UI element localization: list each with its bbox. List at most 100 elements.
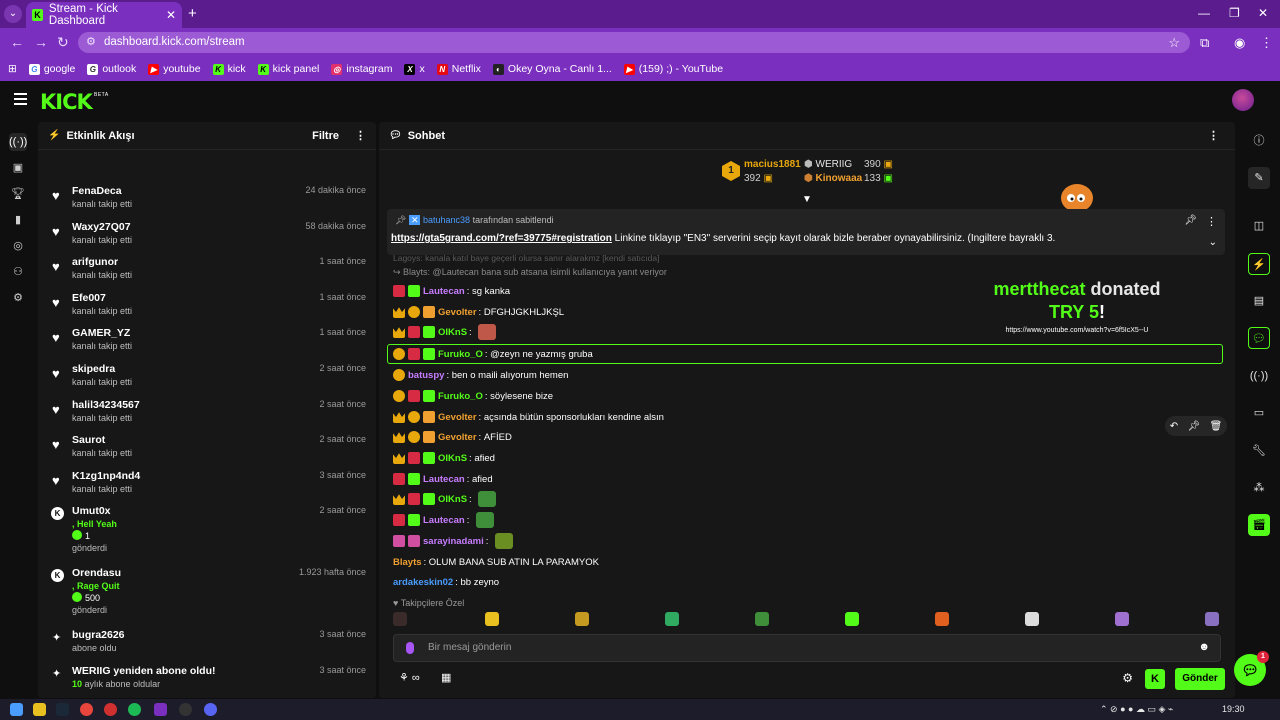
activity-event[interactable]: K Orendasu 1.923 hafta önce , Rage Quit 500 g… (38, 566, 376, 617)
reply-icon[interactable]: ↶ (1169, 420, 1179, 432)
chat-username[interactable]: Gevolter (438, 411, 477, 423)
emote-icon[interactable] (485, 612, 499, 626)
send-button[interactable]: Gönder (1175, 668, 1225, 690)
chat-more-options-icon[interactable]: ⋮ (1208, 130, 1219, 142)
community-icon[interactable]: ⚇ (13, 266, 23, 278)
gift-box-icon[interactable]: ▦ (441, 672, 452, 684)
chat-username[interactable]: sarayinadami (423, 535, 484, 547)
chat-username[interactable]: Gevolter (438, 306, 477, 318)
chat-username[interactable]: Blayts (393, 556, 422, 568)
bookmark-star-icon[interactable]: ☆ (1168, 35, 1180, 50)
chat-username[interactable]: Lautecan (423, 473, 465, 485)
chat-message[interactable]: Lautecan: (393, 511, 494, 529)
dashboard-icon[interactable]: ▣ (12, 162, 24, 174)
apps-grid-icon[interactable]: ⊞ (8, 63, 17, 75)
activity-event[interactable]: ♥ halil34234567 2 saat önce kanalı takip et… (38, 398, 376, 425)
expand-chevron-icon[interactable]: ⌄ (1208, 237, 1217, 248)
chat-message[interactable]: OIKnS: (393, 490, 497, 508)
activity-event[interactable]: ✦ WERIIG yeniden abone oldu! 3 saat önce 10… (38, 664, 376, 691)
leader-first-name[interactable]: macius1881 (744, 159, 801, 170)
emote-icon[interactable] (935, 612, 949, 626)
emote-icon[interactable] (1205, 612, 1219, 626)
user-avatar[interactable] (1232, 89, 1254, 111)
quick-actions-icon[interactable]: ◫ (1253, 220, 1265, 232)
site-info-icon[interactable]: ⚙ (86, 36, 96, 48)
lightning-boxed-icon[interactable]: ⚡ (1248, 253, 1270, 275)
moderation-icon[interactable]: ◎ (13, 240, 23, 252)
back-arrow-icon[interactable]: ← (10, 34, 24, 50)
chat-username[interactable]: ardakeskin02 (393, 576, 454, 588)
file-explorer-icon[interactable] (33, 703, 46, 716)
chat-message[interactable]: OIKnS: (393, 323, 497, 341)
notes-icon[interactable]: ▤ (1253, 295, 1265, 307)
activity-event[interactable]: ♥ FenaDeca 24 dakika önce kanalı takip etti (38, 184, 376, 211)
chat-message[interactable]: Gevolter: DFGHJGKHLJKŞL (393, 303, 564, 321)
bookmark-instagram[interactable]: ◎ instagram (331, 63, 392, 75)
chat-username[interactable]: Gevolter (438, 431, 477, 443)
kick-logo[interactable]: KICK (40, 90, 93, 114)
chat-username[interactable]: OIKnS (438, 452, 468, 464)
discord-icon[interactable] (204, 703, 217, 716)
pinned-more-icon[interactable]: ⋮ (1206, 216, 1217, 228)
activity-event[interactable]: ♥ skipedra 2 saat önce kanalı takip etti (38, 362, 376, 389)
more-options-icon[interactable]: ⋮ (355, 130, 366, 142)
tab-search-button[interactable]: ⌄ (4, 5, 22, 23)
bookmark-youtube[interactable]: ▶ youtube (148, 63, 201, 75)
close-tab-icon[interactable]: ✕ (165, 8, 176, 22)
pinned-by-user[interactable]: batuhanc38 (423, 215, 471, 225)
chat-message[interactable]: Blayts: OLUM BANA SUB ATIN LA PARAMYOK (393, 553, 599, 571)
activity-event[interactable]: ♥ Waxy27Q07 58 dakika önce kanalı takip ett… (38, 220, 376, 247)
layout-icon[interactable]: ▭ (1253, 407, 1265, 419)
bookmark-netflix[interactable]: N Netflix (436, 63, 481, 75)
pinned-link[interactable]: https://gta5grand.com/?ref=39775#registr… (391, 233, 612, 244)
chat-message[interactable]: Furuko_O: söylesene bize (393, 387, 553, 405)
profile-icon[interactable]: ◉ (1234, 35, 1246, 50)
chat-username[interactable]: OIKnS (438, 326, 468, 338)
trophy-icon[interactable]: 🏆︎ (11, 188, 25, 200)
windows-start-icon[interactable] (10, 703, 23, 716)
activity-event[interactable]: K Umut0x 2 saat önce , Hell Yeah 1 gönderdi (38, 504, 376, 555)
restore-icon[interactable]: ❐ (1229, 6, 1240, 20)
clapperboard-icon[interactable]: 🎬︎ (1248, 514, 1270, 536)
emote-icon[interactable] (755, 612, 769, 626)
chat-message[interactable]: ardakeskin02: bb zeyno (393, 573, 499, 591)
spotify-icon[interactable] (128, 703, 141, 716)
chat-username[interactable]: batuspy (408, 369, 445, 381)
chat-message[interactable]: batuspy: ben o maili alıyorum hemen (393, 366, 568, 384)
emote-icon[interactable] (393, 612, 407, 626)
edit-pencil-icon[interactable]: ✎ (1248, 167, 1270, 189)
kick-emote-icon[interactable]: K (1145, 669, 1165, 689)
chat-message[interactable]: Gevolter: AFİED (393, 428, 512, 446)
chat-settings-icon[interactable]: ⚙ (1122, 671, 1133, 685)
obs-icon[interactable] (179, 703, 192, 716)
emote-icon[interactable] (1115, 612, 1129, 626)
chat-username[interactable]: Furuko_O (438, 348, 483, 360)
info-icon[interactable]: ⓘ (1253, 135, 1265, 147)
tab-stream-kick-dashboard[interactable]: K Stream - Kick Dashboard ✕ (26, 2, 182, 28)
chat-message[interactable]: OIKnS: afied (393, 449, 495, 467)
activity-event[interactable]: ♥ arifgunor 1 saat önce kanalı takip etti (38, 255, 376, 282)
chat-username[interactable]: Lautecan (423, 514, 465, 526)
tray-icons[interactable]: ⌃ ⊘ ● ● ☁ ▭ ◈ ⌁ (1100, 704, 1174, 714)
close-window-icon[interactable]: ✕ (1258, 6, 1269, 20)
scroll-down-icon[interactable]: ▼ (802, 194, 812, 205)
chrome-icon[interactable] (80, 703, 93, 716)
wrench-icon[interactable]: 🔧︎ (1252, 445, 1266, 457)
chat-message[interactable]: Furuko_O: @zeyn ne yazmış gruba (393, 345, 593, 363)
emote-icon[interactable] (665, 612, 679, 626)
filter-button[interactable]: Filtre (312, 129, 339, 142)
activity-event[interactable]: ♥ GAMER_YZ 1 saat önce kanalı takip etti (38, 326, 376, 353)
bookmark-okey[interactable]: ◐ Okey Oyna - Canlı 1... (492, 63, 612, 75)
chat-boxed-icon[interactable]: 💬︎ (1248, 327, 1270, 349)
delete-icon[interactable]: 🗑︎ (1209, 420, 1223, 432)
chat-message[interactable]: Lautecan: afied (393, 470, 493, 488)
support-chat-button[interactable]: 💬︎ 1 (1234, 651, 1269, 686)
bookmark-icon[interactable]: ▮ (14, 214, 22, 226)
opera-icon[interactable] (104, 703, 117, 716)
url-input[interactable]: ⚙ dashboard.kick.com/stream ☆ (78, 32, 1190, 53)
chat-message[interactable]: Gevolter: açsında bütün sponsorlukları k… (393, 408, 664, 426)
browser-menu-icon[interactable]: ⋮ (1260, 35, 1273, 50)
